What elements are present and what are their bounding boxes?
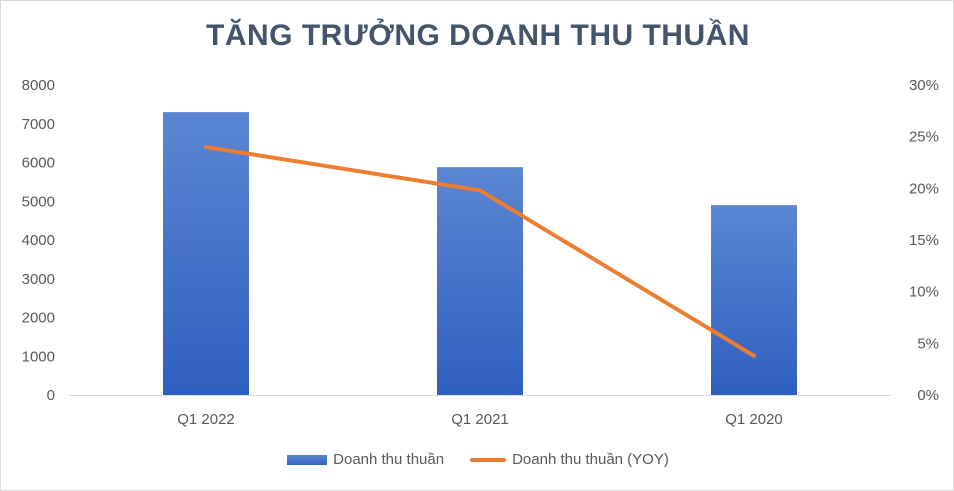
y-right-tick-label: 30%	[909, 77, 939, 94]
y-right-tick-label: 20%	[909, 180, 939, 197]
legend-label-line: Doanh thu thuần (YOY)	[512, 451, 669, 468]
yoy-point	[204, 145, 208, 149]
y-right-tick-label: 0%	[917, 387, 939, 404]
y-left-tick-label: 3000	[22, 271, 55, 288]
y-left-tick-label: 8000	[22, 77, 55, 94]
bar	[437, 167, 523, 395]
x-tick-label: Q1 2022	[177, 411, 235, 428]
legend-swatch-line	[470, 457, 507, 462]
y-left-tick-label: 4000	[22, 232, 55, 249]
y-left-tick-label: 1000	[22, 348, 55, 365]
legend-item-bar: Doanh thu thuần	[287, 451, 444, 468]
y-left-tick-label: 0	[47, 387, 55, 404]
x-tick-label: Q1 2020	[725, 411, 783, 428]
y-right-tick-label: 15%	[909, 232, 939, 249]
legend-swatch-bar	[287, 454, 328, 465]
y-right-tick-label: 10%	[909, 284, 939, 301]
y-left-tick-label: 2000	[22, 310, 55, 327]
y-right-tick-label: 25%	[909, 129, 939, 146]
legend-item-line: Doanh thu thuần (YOY)	[470, 451, 669, 468]
bar	[711, 205, 797, 395]
yoy-point	[752, 353, 756, 358]
legend-label-bar: Doanh thu thuần	[333, 451, 445, 468]
y-right-tick-label: 5%	[917, 335, 939, 352]
x-tick-label: Q1 2021	[451, 411, 509, 428]
y-left-tick-label: 6000	[22, 155, 55, 172]
chart-title: TĂNG TRƯỞNG DOANH THU THUẦN	[206, 19, 750, 52]
y-left-tick-label: 7000	[22, 116, 55, 133]
y-left-tick-label: 5000	[22, 193, 55, 210]
yoy-point	[478, 188, 482, 193]
legend: Doanh thu thuần Doanh thu thuần (YOY)	[1, 451, 953, 468]
bar	[163, 112, 249, 395]
